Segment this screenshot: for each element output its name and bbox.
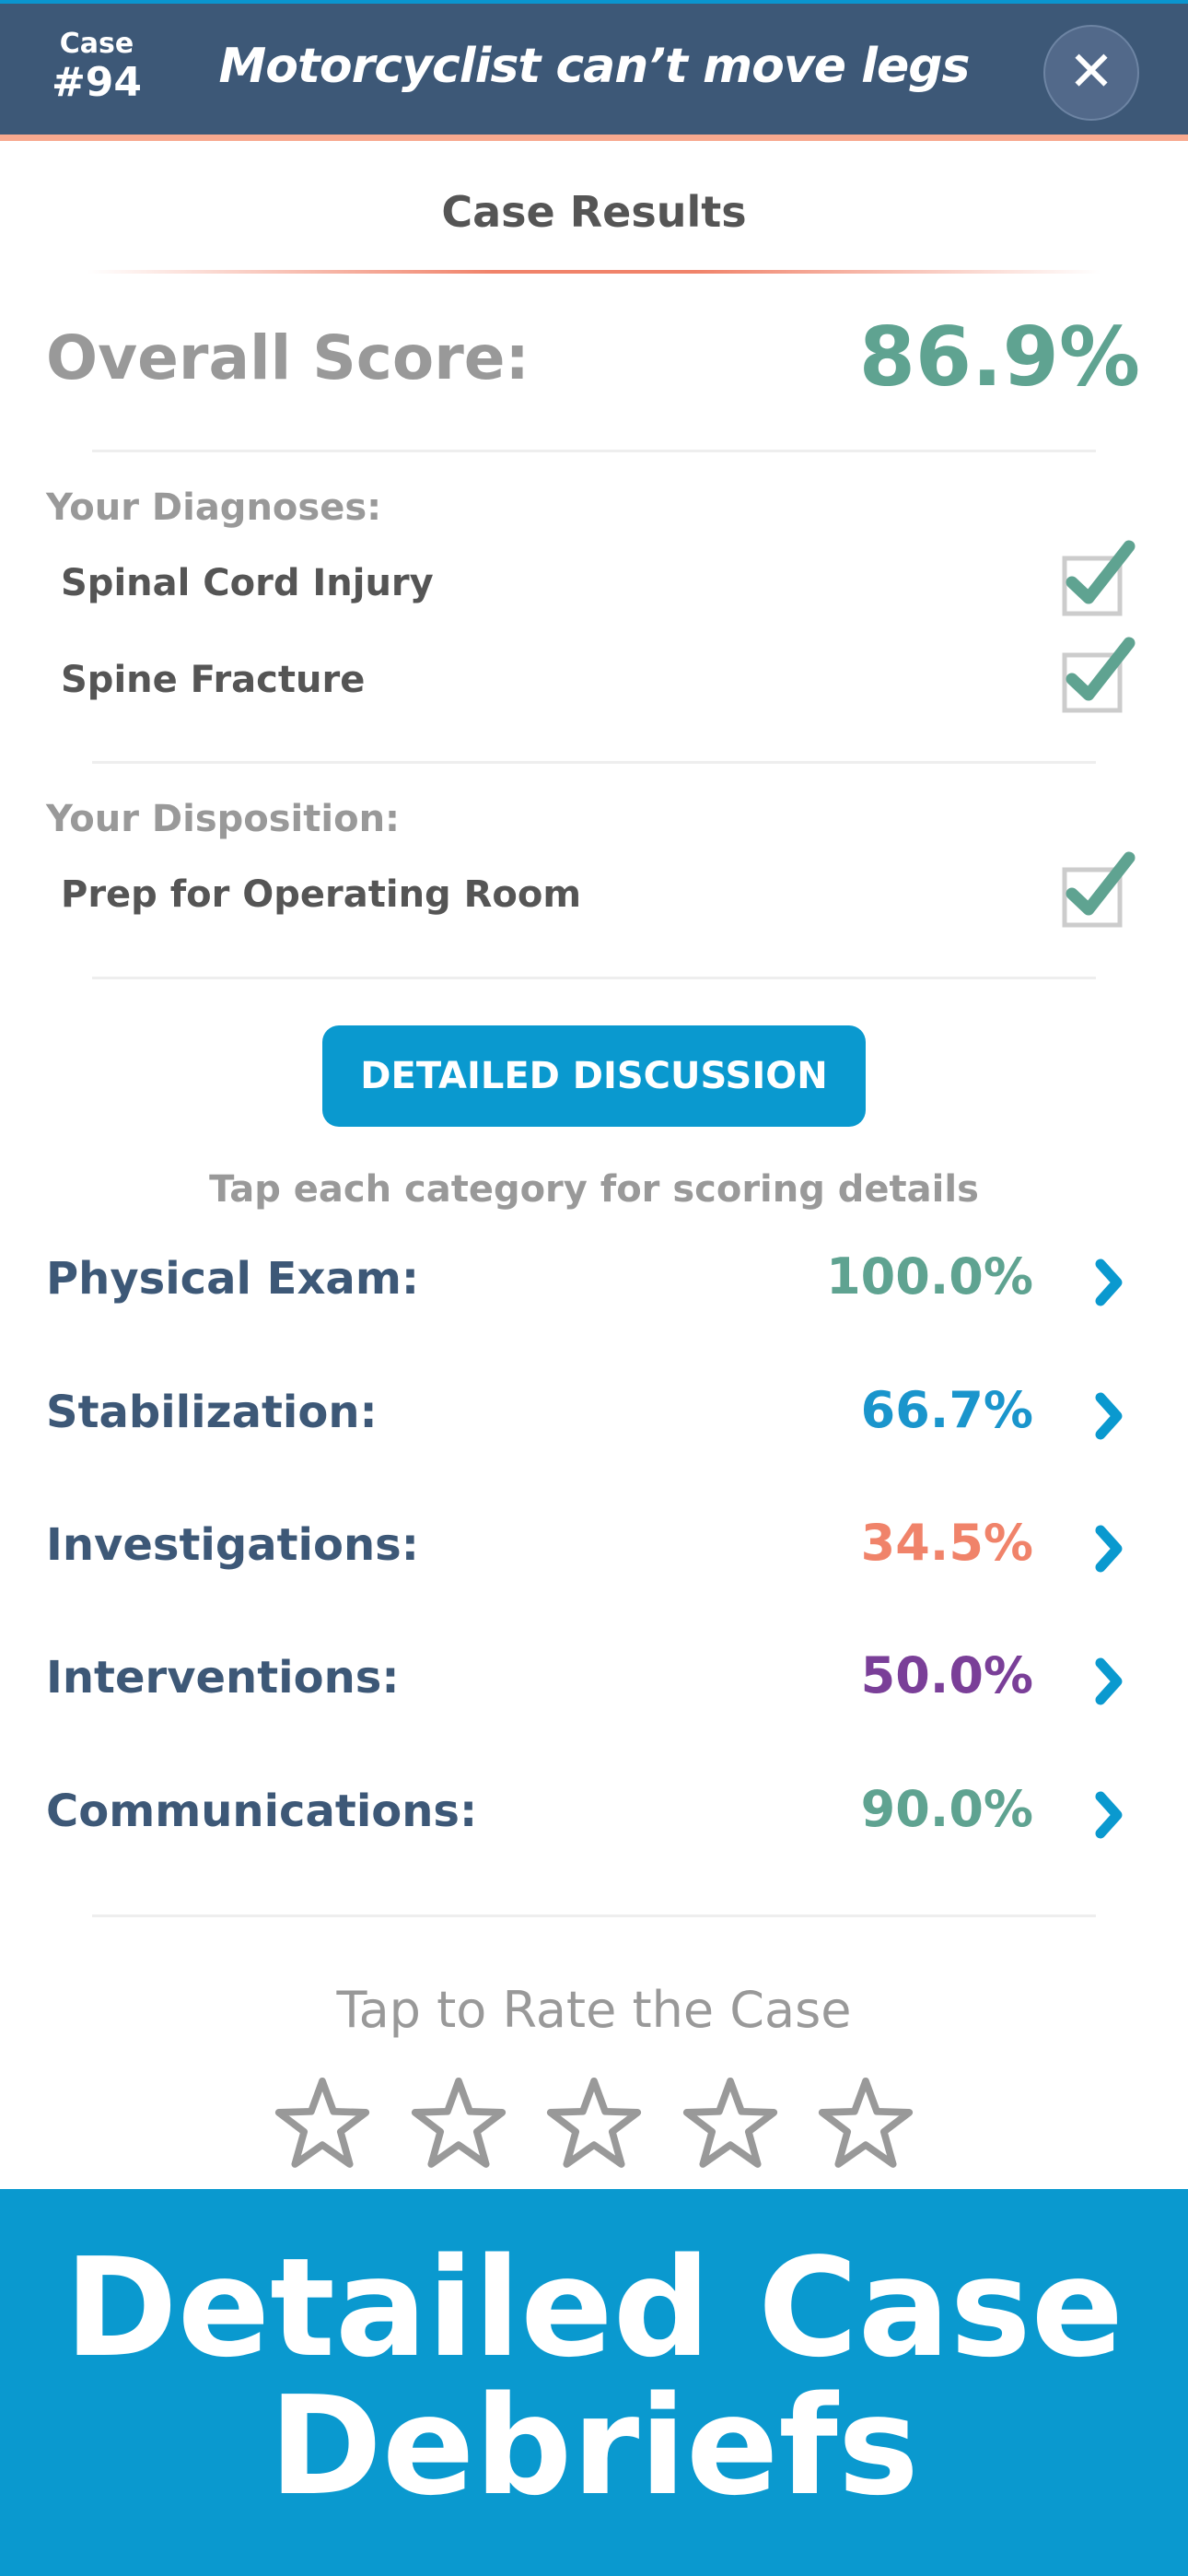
overall-score-label: Overall Score: xyxy=(46,322,530,393)
category-score: 100.0% xyxy=(826,1247,1033,1306)
close-button[interactable]: ✕ xyxy=(1043,25,1139,121)
x-icon: ✕ xyxy=(1067,40,1115,104)
case-title: Motorcyclist can’t move legs xyxy=(218,39,971,94)
banner-line-2: Debriefs xyxy=(269,2367,919,2525)
rating-star-icon[interactable] xyxy=(815,2073,916,2174)
chevron-right-icon[interactable] xyxy=(1087,1521,1133,1576)
categories-hint: Tap each category for scoring details xyxy=(209,1168,979,1211)
banner-line-1: Detailed Case xyxy=(64,2229,1124,2387)
disposition-item: Prep for Operating Room xyxy=(61,873,582,916)
disposition-label: Your Disposition: xyxy=(46,798,401,840)
diagnosis-item: Spinal Cord Injury xyxy=(61,562,434,604)
checkbox-checked-icon xyxy=(1062,540,1136,616)
rating-star-icon[interactable] xyxy=(680,2073,781,2174)
rate-label: Tap to Rate the Case xyxy=(336,1981,852,2039)
header-bar xyxy=(0,4,1188,135)
category-label: Physical Exam: xyxy=(46,1253,420,1305)
chevron-right-icon[interactable] xyxy=(1087,1787,1133,1843)
rating-star-icon[interactable] xyxy=(408,2073,509,2174)
checkbox-checked-icon xyxy=(1062,637,1136,713)
divider xyxy=(92,977,1096,979)
category-label: Communications: xyxy=(46,1786,478,1837)
rating-star-icon[interactable] xyxy=(543,2073,645,2174)
chevron-right-icon[interactable] xyxy=(1087,1654,1133,1709)
category-score: 66.7% xyxy=(860,1381,1033,1439)
category-score: 90.0% xyxy=(860,1780,1033,1838)
chevron-right-icon[interactable] xyxy=(1087,1255,1133,1310)
detailed-discussion-button[interactable]: DETAILED DISCUSSION xyxy=(322,1025,866,1127)
category-label: Stabilization: xyxy=(46,1387,378,1438)
category-score: 50.0% xyxy=(860,1646,1033,1704)
case-label: Case xyxy=(59,28,134,60)
divider xyxy=(92,1914,1096,1917)
chevron-right-icon[interactable] xyxy=(1087,1388,1133,1444)
category-label: Interventions: xyxy=(46,1652,400,1704)
category-label: Investigations: xyxy=(46,1519,419,1571)
checkbox-checked-icon xyxy=(1062,851,1136,928)
header-accent-line xyxy=(0,135,1188,141)
status-strip xyxy=(0,0,1188,4)
promo-banner xyxy=(0,2189,1188,2576)
divider xyxy=(92,761,1096,764)
diagnoses-label: Your Diagnoses: xyxy=(46,486,382,529)
title-divider xyxy=(87,270,1101,274)
overall-score-value: 86.9% xyxy=(858,310,1140,404)
case-number: #94 xyxy=(51,59,143,106)
divider xyxy=(92,450,1096,452)
diagnosis-item: Spine Fracture xyxy=(61,659,366,701)
promo-banner-text: Detailed Case Debriefs xyxy=(0,2239,1188,2515)
category-score: 34.5% xyxy=(860,1514,1033,1572)
rating-star-icon[interactable] xyxy=(272,2073,373,2174)
case-results-title: Case Results xyxy=(441,187,747,237)
